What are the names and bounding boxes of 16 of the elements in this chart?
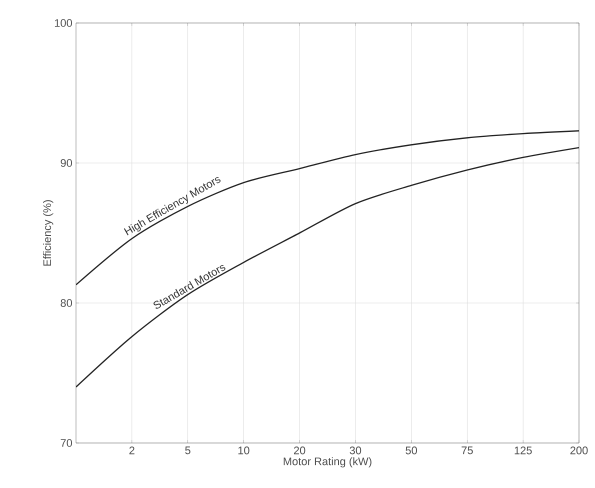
x-tick-label: 125 [514, 446, 532, 454]
x-tick-label: 2 [129, 446, 134, 454]
y-tick-label: 90 [60, 159, 72, 167]
x-axis-title: Motor Rating (kW) [284, 457, 372, 468]
x-tick-label: 20 [294, 446, 306, 454]
x-tick-label: 200 [570, 446, 588, 454]
x-tick-label: 10 [238, 446, 250, 454]
x-tick-label: 75 [462, 446, 473, 454]
y-tick-label: 80 [60, 299, 72, 307]
y-tick-label: 70 [60, 439, 72, 447]
x-tick-label: 50 [406, 446, 418, 454]
y-tick-label: 100 [54, 19, 72, 27]
line-series [76, 146, 579, 388]
x-tick-label: 30 [350, 446, 362, 454]
x-tick-label: 5 [185, 446, 190, 454]
y-axis-title: Efficiency (%) [43, 200, 54, 266]
